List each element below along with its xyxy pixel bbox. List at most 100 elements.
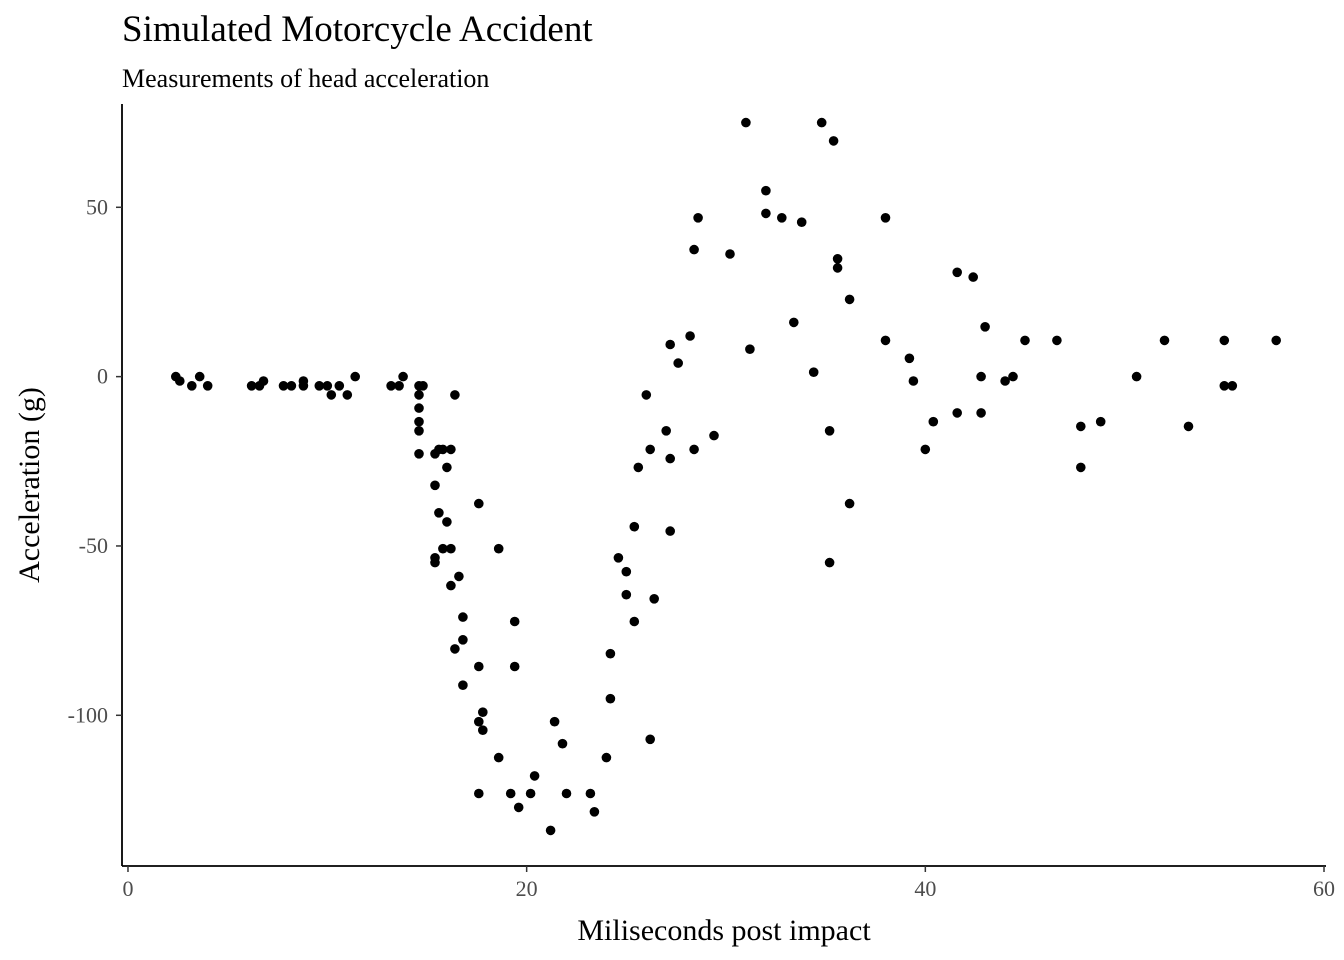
data-point [258,376,269,386]
x-tick-label: 60 [1313,876,1335,901]
data-point [645,734,655,745]
data-point [474,661,484,672]
data-point [438,444,448,455]
data-point [1227,381,1238,391]
data-point [334,381,345,391]
data-point [529,771,540,781]
data-point [777,213,787,223]
data-point [796,217,807,227]
data-point [474,716,484,727]
data-point [414,426,424,436]
data-point [414,403,424,413]
x-tick-label: 0 [122,876,133,901]
data-point [278,381,289,391]
data-point [1219,335,1230,346]
data-point [920,444,931,455]
data-point [621,589,632,600]
data-point [928,416,939,427]
data-point [450,644,460,654]
data-point [549,716,560,727]
data-point [1076,421,1086,432]
data-point [661,426,671,436]
data-point [824,426,835,436]
data-point [880,335,891,346]
data-point [478,707,488,717]
data-point [326,390,337,400]
data-point [474,788,484,799]
data-point [175,376,185,386]
data-point [350,371,361,382]
data-point [976,371,986,382]
data-point [649,594,659,604]
data-point [952,267,962,278]
data-point [1000,376,1010,386]
data-point [741,117,751,128]
data-point [589,807,600,817]
data-point [828,136,839,146]
data-point [673,358,683,368]
data-point [298,381,309,391]
data-point [685,331,695,341]
x-axis-title: Miliseconds post impact [577,914,871,947]
data-point [761,208,771,219]
data-point [605,648,616,659]
data-point [613,553,624,563]
data-point [844,498,855,509]
data-point [725,249,735,259]
data-point [585,788,596,799]
data-point [493,752,504,763]
data-point [633,462,644,473]
data-point [286,381,297,391]
data-point [314,381,325,391]
data-point [557,738,568,749]
data-point [446,543,456,554]
y-tick-label: -50 [79,533,108,558]
data-point [414,390,424,400]
data-point [442,517,452,527]
data-point [880,213,891,223]
data-point [450,390,460,400]
data-point [605,693,616,704]
y-tick-label: 50 [86,194,108,219]
data-point [824,557,835,568]
data-point [458,680,468,690]
data-point [1008,371,1018,382]
data-point [665,526,675,536]
y-tick-label: -100 [68,702,108,727]
data-point [1020,335,1030,346]
data-point [561,788,572,799]
data-point [629,616,640,627]
data-point [789,317,799,328]
data-point [709,430,719,441]
data-point [665,453,675,464]
data-point [761,185,771,196]
data-point [322,381,333,391]
data-point [629,521,640,532]
data-point [398,371,408,382]
data-point [816,117,827,128]
y-axis-title: Acceleration (g) [13,387,46,583]
data-point [414,449,424,459]
data-point [386,381,396,391]
data-point [641,390,652,400]
data-point [832,263,843,273]
data-point [601,752,612,763]
data-point [458,635,468,645]
data-point [908,376,919,386]
x-tick-label: 20 [516,876,538,901]
data-point [689,444,699,455]
data-point [665,339,675,350]
data-point [1052,335,1062,346]
data-point [458,612,468,622]
data-point [689,244,699,255]
data-point [430,480,440,491]
data-point [513,802,524,813]
data-point [980,322,990,332]
data-point [202,381,213,391]
y-tick-label: 0 [97,364,108,389]
data-point [545,825,556,836]
data-point [478,725,488,735]
data-point [509,616,520,627]
data-point [645,444,655,455]
